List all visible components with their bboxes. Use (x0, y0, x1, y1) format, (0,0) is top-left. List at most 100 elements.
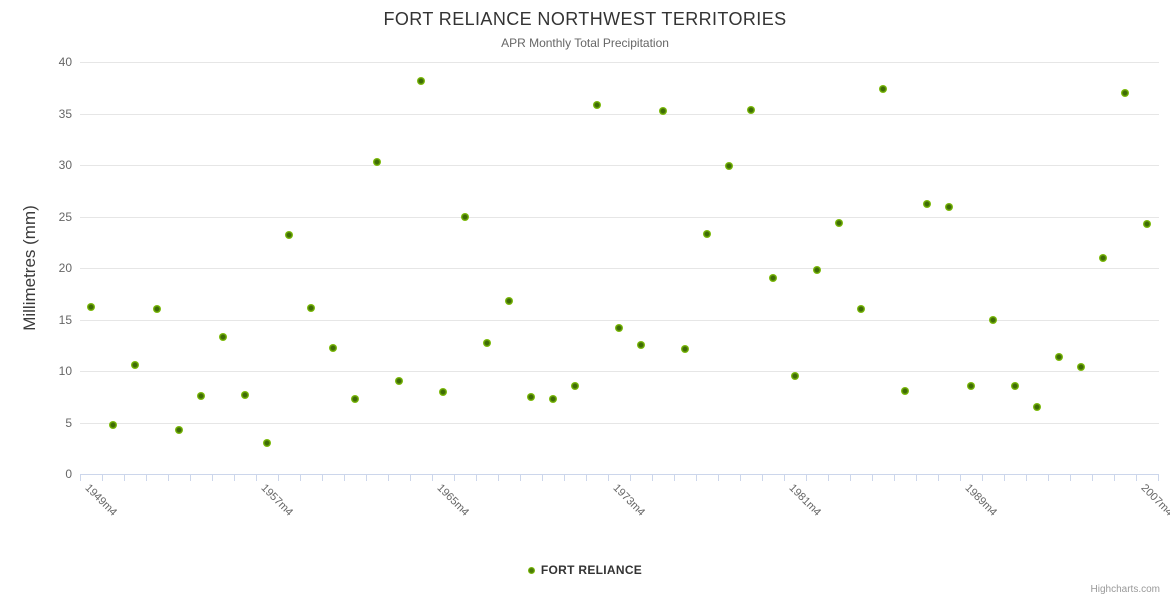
data-point[interactable] (1033, 403, 1041, 411)
chart-title: FORT RELIANCE NORTHWEST TERRITORIES (0, 9, 1170, 30)
y-gridline (80, 423, 1159, 424)
data-point[interactable] (263, 439, 271, 447)
data-point[interactable] (593, 101, 601, 109)
x-axis-tick (674, 475, 675, 481)
data-point[interactable] (615, 324, 623, 332)
data-point[interactable] (461, 213, 469, 221)
x-axis-tick (894, 475, 895, 481)
x-axis-tick (872, 475, 873, 481)
y-gridline (80, 320, 1159, 321)
data-point[interactable] (527, 393, 535, 401)
legend-series-label: FORT RELIANCE (541, 563, 642, 577)
data-point[interactable] (1121, 89, 1129, 97)
x-axis-line (80, 474, 1159, 475)
data-point[interactable] (285, 231, 293, 239)
data-point[interactable] (857, 305, 865, 313)
x-axis-tick-label: 1949m4 (83, 482, 120, 519)
data-point[interactable] (945, 203, 953, 211)
data-point[interactable] (505, 297, 513, 305)
y-gridline (80, 217, 1159, 218)
data-point[interactable] (1077, 363, 1085, 371)
x-axis-tick (1092, 475, 1093, 481)
data-point[interactable] (813, 266, 821, 274)
y-axis-tick-label: 15 (0, 313, 72, 327)
x-axis-tick-label: 1973m4 (611, 482, 648, 519)
data-point[interactable] (351, 395, 359, 403)
x-axis-tick (322, 475, 323, 481)
data-point[interactable] (637, 341, 645, 349)
legend[interactable]: FORT RELIANCE (0, 563, 1170, 577)
data-point[interactable] (109, 421, 117, 429)
x-axis-tick (608, 475, 609, 481)
x-axis-tick (1070, 475, 1071, 481)
data-point[interactable] (923, 200, 931, 208)
data-point[interactable] (725, 162, 733, 170)
data-point[interactable] (439, 388, 447, 396)
x-axis-tick (1004, 475, 1005, 481)
data-point[interactable] (989, 316, 997, 324)
data-point[interactable] (681, 345, 689, 353)
x-axis-tick (278, 475, 279, 481)
data-point[interactable] (417, 77, 425, 85)
x-axis-tick (542, 475, 543, 481)
x-axis-tick (586, 475, 587, 481)
data-point[interactable] (373, 158, 381, 166)
x-axis-tick (1026, 475, 1027, 481)
y-gridline (80, 114, 1159, 115)
y-axis-tick-label: 35 (0, 107, 72, 121)
x-axis-tick (740, 475, 741, 481)
data-point[interactable] (879, 85, 887, 93)
y-axis-tick-label: 0 (0, 467, 72, 481)
y-gridline (80, 371, 1159, 372)
x-axis-tick (234, 475, 235, 481)
data-point[interactable] (703, 230, 711, 238)
data-point[interactable] (791, 372, 799, 380)
data-point[interactable] (549, 395, 557, 403)
x-axis-tick (256, 475, 257, 481)
x-axis-tick (850, 475, 851, 481)
data-point[interactable] (769, 274, 777, 282)
legend-marker-icon (528, 567, 535, 574)
x-axis-tick (168, 475, 169, 481)
data-point[interactable] (197, 392, 205, 400)
data-point[interactable] (1011, 382, 1019, 390)
x-axis-tick (388, 475, 389, 481)
x-axis-tick-label: 1965m4 (435, 482, 472, 519)
highcharts-credit-link[interactable]: Highcharts.com (1091, 584, 1160, 595)
x-axis-tick-label: 2007m4 (1139, 482, 1170, 519)
x-axis-tick (1114, 475, 1115, 481)
x-axis-tick (938, 475, 939, 481)
data-point[interactable] (1143, 220, 1151, 228)
data-point[interactable] (395, 377, 403, 385)
data-point[interactable] (571, 382, 579, 390)
x-axis-tick (564, 475, 565, 481)
x-axis-tick (652, 475, 653, 481)
data-point[interactable] (1099, 254, 1107, 262)
x-axis-tick (124, 475, 125, 481)
data-point[interactable] (1055, 353, 1063, 361)
y-axis-tick-label: 20 (0, 261, 72, 275)
x-axis-tick (300, 475, 301, 481)
data-point[interactable] (835, 219, 843, 227)
data-point[interactable] (131, 361, 139, 369)
data-point[interactable] (329, 344, 337, 352)
data-point[interactable] (153, 305, 161, 313)
y-gridline (80, 268, 1159, 269)
data-point[interactable] (483, 339, 491, 347)
precipitation-scatter-chart: FORT RELIANCE NORTHWEST TERRITORIES APR … (0, 0, 1170, 600)
data-point[interactable] (87, 303, 95, 311)
x-axis-tick (212, 475, 213, 481)
x-axis-tick (784, 475, 785, 481)
data-point[interactable] (901, 387, 909, 395)
y-axis-tick-label: 40 (0, 55, 72, 69)
data-point[interactable] (175, 426, 183, 434)
data-point[interactable] (219, 333, 227, 341)
x-axis-tick (1048, 475, 1049, 481)
x-axis-tick (718, 475, 719, 481)
y-gridline (80, 62, 1159, 63)
data-point[interactable] (307, 304, 315, 312)
data-point[interactable] (967, 382, 975, 390)
data-point[interactable] (241, 391, 249, 399)
x-axis-tick (476, 475, 477, 481)
x-axis-tick (696, 475, 697, 481)
